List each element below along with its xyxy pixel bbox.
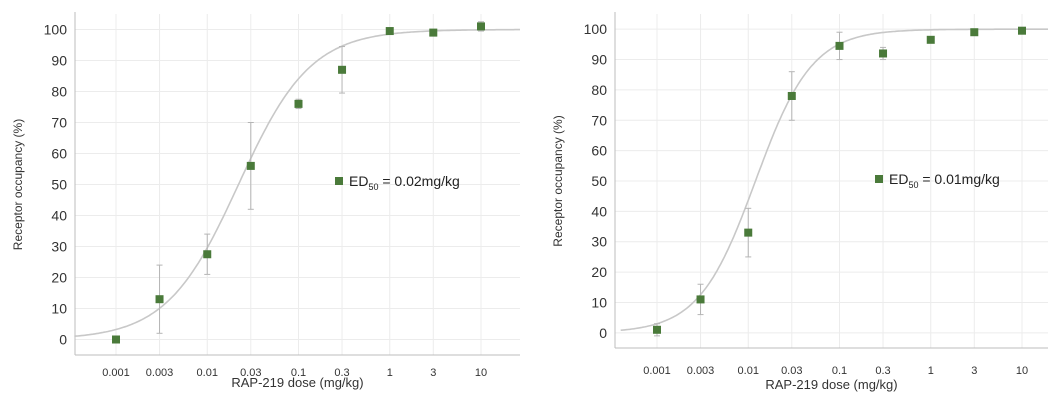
chart-panel-right: 0 10 20 30 40 50 60 70 80 90 100 0.001 0.003 0.01 0.03… [540, 0, 1050, 396]
legend-label: ED50 = 0.01mg/kg [889, 171, 1000, 190]
data-point [385, 27, 394, 36]
dose-response-chart-right: 0 10 20 30 40 50 60 70 80 90 100 0.001 0.003 0.01 0.03… [551, 12, 1048, 392]
chart-panel-left: 0 10 20 30 40 50 60 70 80 90 100 0.001 0.003 0.01 0.03… [11, 12, 520, 390]
legend-prefix: ED [349, 173, 368, 189]
dose-response-chart-left: 0 10 20 30 40 50 60 70 80 90 100 0.001 0.003 0.01 0.03… [11, 12, 520, 390]
x-tick-label: 0.03 [240, 367, 261, 379]
point-marker [338, 65, 347, 74]
y-tick-label: 90 [591, 52, 607, 68]
grid-right [615, 14, 1048, 348]
y-tick-label: 90 [51, 53, 67, 69]
x-tick-label: 0.1 [291, 367, 306, 379]
data-point [294, 98, 303, 110]
point-marker [696, 295, 705, 304]
data-point [787, 71, 796, 121]
y-tick-label: 100 [44, 22, 68, 38]
data-point [203, 233, 212, 275]
data-point [155, 264, 164, 334]
data-point [744, 207, 753, 258]
y-tick-label: 100 [584, 21, 608, 37]
x-tick-label: 0.3 [334, 367, 349, 379]
data-point [1018, 26, 1026, 35]
x-axis-label: RAP-219 dose (mg/kg) [231, 375, 363, 390]
legend-subscript: 50 [908, 180, 918, 190]
point-marker [477, 22, 485, 31]
point-marker [155, 295, 164, 304]
legend-prefix: ED [889, 171, 908, 187]
legend-marker [875, 175, 883, 183]
y-tick-label: 40 [51, 208, 67, 224]
y-axis-label: Receptor occupancy (%) [11, 119, 25, 250]
x-tick-label: 0.003 [146, 367, 174, 379]
x-tick-label: 0.01 [197, 367, 218, 379]
data-point [879, 46, 888, 61]
fit-curve [74, 28, 520, 338]
y-tick-label: 70 [591, 112, 607, 128]
point-marker [835, 41, 844, 50]
y-tick-label: 0 [599, 325, 607, 341]
point-marker [970, 28, 979, 37]
point-marker [926, 35, 935, 44]
x-tick-label: 0.01 [738, 365, 759, 377]
data-point [429, 28, 438, 37]
data-point [477, 21, 485, 32]
y-tick-label: 80 [591, 82, 607, 98]
point-marker [429, 28, 438, 37]
legend-label: ED50 = 0.02mg/kg [349, 173, 460, 192]
y-tick-label: 60 [591, 143, 607, 159]
x-tick-label: 0.001 [102, 367, 130, 379]
point-marker [653, 325, 661, 334]
point-marker [787, 91, 796, 100]
data-point [926, 35, 935, 44]
data-point [970, 28, 979, 37]
point-marker [744, 228, 753, 237]
legend-suffix: = 0.01mg/kg [918, 171, 999, 187]
x-tick-label: 10 [475, 367, 487, 379]
x-axis-label: RAP-219 dose (mg/kg) [765, 377, 897, 392]
point-marker [1018, 26, 1026, 35]
y-tick-label: 10 [51, 301, 67, 317]
x-tick-label: 0.001 [643, 365, 671, 377]
point-marker [246, 161, 255, 170]
x-tick-label: 3 [971, 365, 977, 377]
y-tick-label: 30 [51, 239, 67, 255]
y-tick-label: 20 [591, 264, 607, 280]
y-tick-label: 50 [51, 177, 67, 193]
data-point [696, 283, 705, 316]
data-point [835, 31, 844, 61]
y-tick-label: 80 [51, 84, 67, 100]
legend-subscript: 50 [368, 182, 378, 192]
legend: ED50 = 0.02mg/kg [335, 173, 460, 192]
y-tick-label: 60 [51, 146, 67, 162]
point-marker [294, 99, 303, 108]
y-tick-label: 30 [591, 234, 607, 250]
point-marker [385, 27, 394, 36]
legend: ED50 = 0.01mg/kg [875, 171, 1000, 190]
x-tick-label: 10 [1016, 365, 1028, 377]
data-point [112, 335, 120, 344]
x-tick-label: 0.3 [875, 365, 890, 377]
x-tick-label: 1 [387, 367, 393, 379]
data-point [338, 46, 347, 94]
x-tick-label: 0.003 [687, 365, 715, 377]
data-point [246, 122, 255, 210]
y-tick-label: 70 [51, 115, 67, 131]
legend-suffix: = 0.02mg/kg [378, 173, 459, 189]
point-marker [203, 250, 212, 259]
x-tick-label: 3 [430, 367, 436, 379]
x-tick-label: 0.03 [781, 365, 802, 377]
legend-marker [335, 177, 343, 185]
y-axis-label: Receptor occupancy (%) [551, 115, 565, 246]
point-marker [879, 49, 888, 58]
x-tick-label: 0.1 [832, 365, 847, 377]
y-tick-label: 20 [51, 270, 67, 286]
data-point [653, 323, 661, 337]
point-marker [112, 335, 120, 344]
y-tick-label: 10 [591, 294, 607, 310]
x-tick-label: 1 [928, 365, 934, 377]
y-tick-label: 0 [59, 332, 67, 348]
y-tick-label: 40 [591, 203, 607, 219]
y-tick-label: 50 [591, 173, 607, 189]
